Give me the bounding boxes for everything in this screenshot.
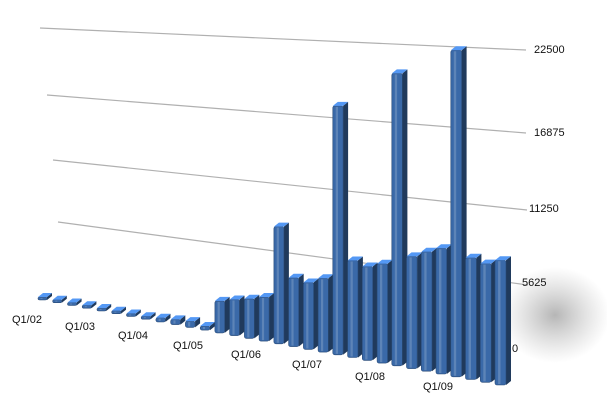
x-tick-label: Q1/08 (355, 371, 385, 383)
gridline (46, 94, 527, 134)
y-tick-label: 0 (512, 343, 518, 355)
y-tick-label: 22500 (534, 44, 565, 56)
bar (111, 306, 126, 315)
bar (258, 293, 275, 342)
x-tick-label: Q1/04 (118, 330, 148, 342)
y-tick-label: 16875 (534, 127, 565, 139)
bar (185, 317, 201, 328)
bar (96, 304, 112, 312)
gridline (39, 27, 527, 51)
bar (288, 273, 304, 347)
bar (465, 253, 482, 380)
bar (479, 259, 497, 383)
gridline (52, 159, 528, 211)
x-tick-label: Q1/03 (65, 321, 95, 333)
bar (420, 247, 437, 372)
bar (376, 259, 393, 364)
y-axis-ticks: 0 5625 11250 16875 22500 (512, 44, 565, 355)
bar (170, 315, 186, 325)
bar (332, 101, 349, 356)
bar (391, 69, 408, 367)
bar (229, 295, 245, 336)
x-tick-label: Q1/09 (423, 381, 453, 393)
bar (494, 256, 511, 386)
bar (435, 244, 452, 375)
bar (199, 322, 215, 331)
bars (37, 46, 511, 386)
bar (303, 278, 319, 350)
bar (81, 301, 97, 309)
bar (244, 294, 260, 339)
bar (317, 274, 334, 353)
floor-shadow (500, 267, 607, 363)
bar (347, 256, 363, 358)
x-axis-labels: Q1/02 Q1/03 Q1/04 Q1/05 Q1/06 Q1/07 Q1/08 Q1/09 (12, 314, 453, 393)
bar (155, 313, 171, 323)
bar (52, 295, 67, 304)
x-tick-label: Q1/02 (12, 314, 42, 326)
bar (37, 293, 52, 301)
bar (450, 46, 467, 378)
bar (406, 252, 423, 369)
bar (126, 309, 141, 317)
y-tick-label: 5625 (522, 277, 546, 289)
bar (67, 298, 82, 306)
bar (140, 312, 156, 320)
x-tick-label: Q1/05 (173, 340, 203, 352)
bar (361, 262, 378, 361)
bar (273, 222, 289, 345)
y-tick-label: 11250 (529, 203, 559, 215)
x-tick-label: Q1/07 (292, 359, 322, 371)
x-tick-label: Q1/06 (231, 349, 261, 361)
bar (214, 296, 230, 334)
